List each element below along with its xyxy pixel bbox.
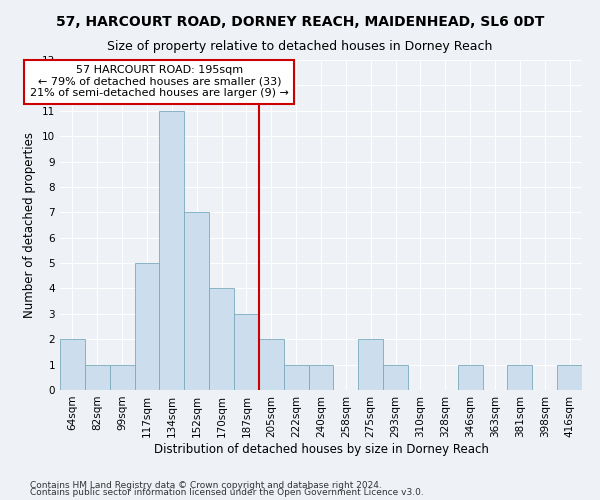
Text: Size of property relative to detached houses in Dorney Reach: Size of property relative to detached ho… [107,40,493,53]
Bar [209,288,234,390]
Bar [259,339,284,390]
Bar [308,364,334,390]
Bar [284,364,308,390]
Bar [234,314,259,390]
Bar [383,364,408,390]
Bar [358,339,383,390]
Bar [134,263,160,390]
Text: 57 HARCOURT ROAD: 195sqm
← 79% of detached houses are smaller (33)
21% of semi-d: 57 HARCOURT ROAD: 195sqm ← 79% of detach… [30,65,289,98]
Text: 57, HARCOURT ROAD, DORNEY REACH, MAIDENHEAD, SL6 0DT: 57, HARCOURT ROAD, DORNEY REACH, MAIDENH… [56,15,544,29]
Bar [458,364,482,390]
X-axis label: Distribution of detached houses by size in Dorney Reach: Distribution of detached houses by size … [154,442,488,456]
Y-axis label: Number of detached properties: Number of detached properties [23,132,37,318]
Bar [110,364,134,390]
Text: Contains public sector information licensed under the Open Government Licence v3: Contains public sector information licen… [30,488,424,497]
Bar [557,364,582,390]
Bar [160,111,184,390]
Bar [85,364,110,390]
Bar [60,339,85,390]
Text: Contains HM Land Registry data © Crown copyright and database right 2024.: Contains HM Land Registry data © Crown c… [30,480,382,490]
Bar [184,212,209,390]
Bar [508,364,532,390]
